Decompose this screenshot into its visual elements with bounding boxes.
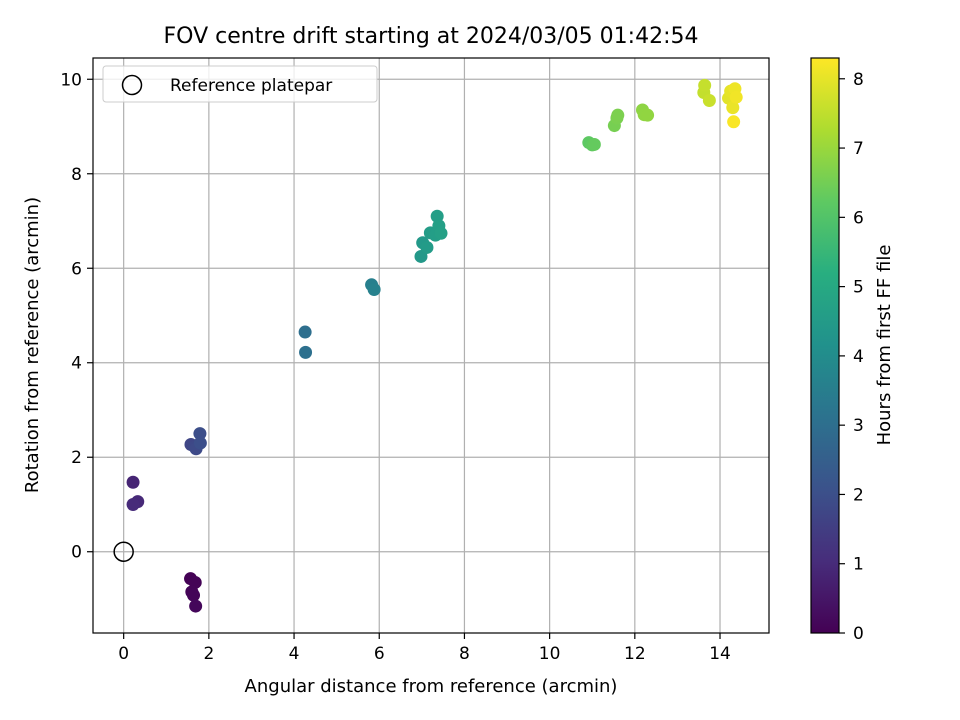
x-tick-label: 10 <box>539 644 561 664</box>
y-tick-label: 10 <box>60 70 82 90</box>
x-tick-label: 14 <box>709 644 731 664</box>
grid-lines <box>93 58 769 633</box>
data-point <box>641 108 655 122</box>
x-tick-label: 12 <box>624 644 646 664</box>
y-tick-label: 0 <box>71 543 82 563</box>
data-point <box>187 588 201 602</box>
legend: Reference platepar <box>102 65 378 103</box>
data-point <box>420 240 434 254</box>
y-tick-label: 4 <box>71 354 82 374</box>
data-point <box>587 137 601 151</box>
colorbar-tick-label: 2 <box>853 485 864 505</box>
data-point <box>611 108 625 122</box>
colorbar-tick-label: 5 <box>853 278 864 298</box>
data-points <box>126 78 743 613</box>
colorbar: 0 1 2 3 4 5 6 7 8 Hours from first FF file <box>810 57 895 644</box>
data-point <box>298 325 312 339</box>
colorbar-gradient <box>811 58 839 633</box>
x-tick-label: 6 <box>374 644 385 664</box>
x-axis-ticks: 0 2 4 6 8 10 12 14 <box>118 633 731 664</box>
y-tick-label: 8 <box>71 165 82 185</box>
data-point <box>126 497 140 511</box>
colorbar-tick-label: 6 <box>853 208 864 228</box>
colorbar-tick-label: 8 <box>853 70 864 90</box>
y-tick-label: 6 <box>71 259 82 279</box>
plot-frame <box>92 57 770 634</box>
data-point <box>189 599 203 613</box>
data-point <box>299 345 313 359</box>
data-point <box>729 90 743 104</box>
colorbar-tick-label: 3 <box>853 416 864 436</box>
colorbar-tick-label: 7 <box>853 139 864 159</box>
data-point <box>367 283 381 297</box>
chart-title: FOV centre drift starting at 2024/03/05 … <box>164 24 699 49</box>
x-tick-label: 2 <box>203 644 214 664</box>
data-point <box>702 94 716 108</box>
data-point <box>726 101 740 115</box>
colorbar-ticks: 0 1 2 3 4 5 6 7 8 <box>839 70 864 644</box>
x-tick-label: 4 <box>289 644 300 664</box>
colorbar-frame <box>810 57 840 634</box>
data-point <box>193 436 207 450</box>
colorbar-tick-label: 4 <box>853 347 864 367</box>
legend-box <box>102 65 378 103</box>
y-axis-ticks: 0 2 4 6 8 10 <box>60 70 93 563</box>
x-tick-label: 8 <box>459 644 470 664</box>
legend-marker-icon <box>121 74 143 96</box>
colorbar-label: Hours from first FF file <box>874 245 895 446</box>
colorbar-tick-label: 1 <box>853 555 864 575</box>
y-tick-label: 2 <box>71 448 82 468</box>
data-point <box>126 475 140 489</box>
data-point <box>193 427 207 441</box>
legend-label: Reference platepar <box>170 76 332 96</box>
data-point <box>698 78 712 92</box>
y-axis-label: Rotation from reference (arcmin) <box>22 197 43 493</box>
reference-marker <box>113 541 134 562</box>
x-axis-label: Angular distance from reference (arcmin) <box>245 676 618 697</box>
data-point <box>727 115 741 129</box>
data-point <box>434 226 448 240</box>
colorbar-tick-label: 0 <box>853 624 864 644</box>
x-tick-label: 0 <box>118 644 129 664</box>
